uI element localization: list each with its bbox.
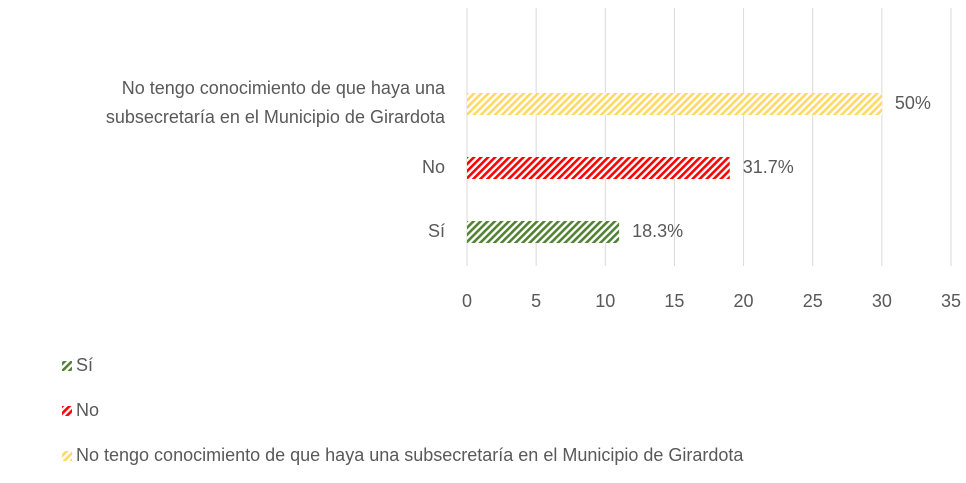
x-tick-label: 0 — [462, 291, 472, 311]
x-tick-label: 10 — [595, 291, 615, 311]
data-label: 18.3% — [632, 221, 683, 241]
data-label: 31.7% — [743, 157, 794, 177]
x-tick-label: 35 — [941, 291, 961, 311]
x-tick-label: 5 — [531, 291, 541, 311]
x-tick-label: 25 — [803, 291, 823, 311]
bar — [467, 93, 882, 115]
x-tick-label: 30 — [872, 291, 892, 311]
legend-swatch — [62, 361, 72, 371]
legend-label: No — [76, 400, 99, 420]
bar — [467, 157, 730, 179]
data-label: 50% — [895, 93, 931, 113]
y-tick-label: Sí — [428, 221, 445, 241]
x-tick-label: 15 — [664, 291, 684, 311]
legend-label: No tengo conocimiento de que haya una su… — [76, 445, 744, 465]
y-tick-label: No tengo conocimiento de que haya una sub… — [106, 78, 446, 127]
x-tick-label: 20 — [734, 291, 754, 311]
legend-label: Sí — [76, 355, 93, 375]
bar — [467, 221, 620, 243]
y-tick-label: No — [422, 157, 445, 177]
legend-swatch — [62, 406, 72, 416]
legend-swatch — [62, 451, 72, 461]
